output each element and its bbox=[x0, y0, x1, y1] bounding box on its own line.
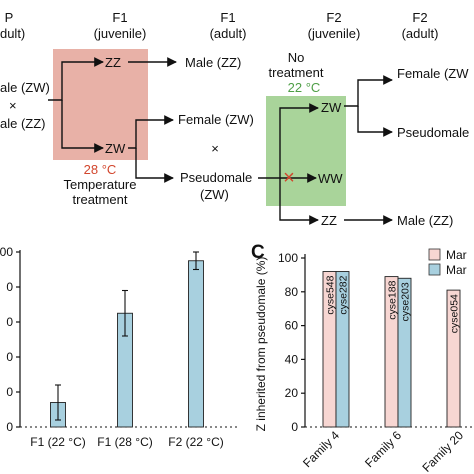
f2-juvenile-zw: ZW bbox=[321, 100, 342, 115]
f1-adult-pseudomale: Pseudomale bbox=[180, 170, 252, 185]
chart-c-bar-group: cyse282 bbox=[335, 271, 350, 428]
f1-juvenile-zz: ZZ bbox=[105, 55, 121, 70]
legend-label-1: Mar bbox=[446, 248, 467, 262]
f2-adult-male: Male (ZZ) bbox=[397, 213, 453, 228]
header-p-gen: P bbox=[5, 10, 14, 25]
header-f1-juv-gen: F1 bbox=[112, 10, 127, 25]
f2-juvenile-ww: WW bbox=[318, 171, 343, 186]
chart-c-y-label: Z inherited from pseudomale (%) bbox=[254, 257, 268, 432]
legend-swatch-2 bbox=[428, 263, 441, 276]
chart-b-bar bbox=[188, 260, 204, 428]
chart-c-marker-label: cyse282 bbox=[338, 275, 350, 314]
f1-juvenile-zw: ZW bbox=[105, 141, 126, 156]
lethal-cross-mark: × bbox=[283, 167, 295, 189]
header-f1-juv-stage: (juvenile) bbox=[94, 26, 147, 41]
header-f2-juv-gen: F2 bbox=[326, 10, 341, 25]
no-treatment-label-1: No bbox=[288, 50, 305, 65]
chart-c-x-label: Family 4 bbox=[300, 428, 342, 470]
header-f2-juv-stage: (juvenile) bbox=[308, 26, 361, 41]
chart-b-y-tick-label: 0 bbox=[6, 315, 13, 329]
arrow-zw-to-female bbox=[128, 115, 174, 149]
arrow-to-f2-pseudomale bbox=[357, 106, 393, 137]
f1-adult-female: Female (ZW) bbox=[178, 112, 254, 127]
f2-adult-pseudomale: Pseudomale bbox=[397, 125, 469, 140]
arrow-zw-to-pseudomale bbox=[135, 148, 174, 183]
chart-c-y-tick-label: 100 bbox=[278, 251, 298, 265]
f2-juvenile-zz: ZZ bbox=[321, 213, 337, 228]
f2-adult-female: Female (ZW bbox=[397, 66, 469, 81]
chart-b-x-label: F1 (28 °C) bbox=[97, 435, 152, 449]
panel-label-c: C bbox=[251, 242, 265, 263]
chart-c-y-tick-label: 60 bbox=[285, 319, 299, 333]
f1-adult-cross: × bbox=[211, 141, 219, 156]
chart-b-y-tick-label: 0 bbox=[6, 385, 13, 399]
header-f2-adult-gen: F2 bbox=[412, 10, 427, 25]
chart-b-y-tick-label: 00 bbox=[0, 245, 13, 259]
temperature-treatment-box bbox=[53, 49, 148, 160]
treatment-label-1: Temperature bbox=[64, 177, 137, 192]
chart-b-y-tick-label: 0 bbox=[6, 420, 13, 434]
arrow-to-zz bbox=[48, 57, 104, 101]
chart-c-y-tick-label: 20 bbox=[285, 386, 299, 400]
chart-c-y-tick-label: 80 bbox=[285, 285, 299, 299]
chart-c-marker-label: cyse548 bbox=[325, 275, 337, 314]
parent-cross: × bbox=[9, 98, 17, 113]
chart-c-bar bbox=[446, 289, 461, 428]
header-f1-adult-stage: (adult) bbox=[210, 26, 247, 41]
crossing-diagram: P adult) F1 (juvenile) F1 (adult) F2 (ju… bbox=[0, 10, 469, 228]
chart-c-x-label: Family 6 bbox=[362, 428, 404, 470]
chart-b-x-label: F1 (22 °C) bbox=[30, 435, 85, 449]
header-p-stage: adult) bbox=[0, 26, 25, 41]
chart-c-x-label: Family 20 bbox=[419, 428, 466, 474]
arrow-to-zw bbox=[61, 100, 104, 153]
arrow-to-f2-zw bbox=[258, 103, 319, 179]
chart-c-bar-group: cyse054 bbox=[446, 289, 461, 428]
chart-b-y-tick-label: 0 bbox=[6, 350, 13, 364]
chart-c-y-tick-label: 40 bbox=[285, 352, 299, 366]
chart-c-bar-group: cyse548 bbox=[322, 271, 337, 428]
chart-c-y-tick-label: 0 bbox=[291, 420, 298, 434]
arrow-to-f2-zz bbox=[279, 178, 319, 225]
header-f1-adult-gen: F1 bbox=[220, 10, 235, 25]
parent-female: ale (ZW) bbox=[0, 80, 50, 95]
chart-b-x-label: F2 (22 °C) bbox=[168, 435, 223, 449]
parent-male: ale (ZZ) bbox=[0, 116, 46, 131]
legend-label-2: Mar bbox=[446, 263, 467, 277]
no-treatment-label-2: treatment bbox=[269, 65, 324, 80]
chart-c: C Z inherited from pseudomale (%) 100 80 6… bbox=[251, 242, 474, 474]
chart-c-marker-label: cyse054 bbox=[449, 294, 461, 333]
chart-b-y-tick-label: 0 bbox=[6, 280, 13, 294]
header-f2-adult-stage: (adult) bbox=[402, 26, 439, 41]
chart-c-bar-group: cyse188 bbox=[384, 276, 399, 428]
chart-c-bar-group: cyse203 bbox=[397, 277, 412, 428]
arrow-to-f2-female bbox=[344, 75, 393, 107]
chart-c-bar bbox=[335, 271, 350, 428]
chart-c-bar bbox=[397, 277, 412, 428]
chart-c-marker-label: cyse188 bbox=[387, 280, 399, 319]
chart-c-marker-label: cyse203 bbox=[400, 282, 412, 321]
f1-adult-pseudomale-genotype: (ZW) bbox=[200, 187, 229, 202]
legend-swatch-1 bbox=[428, 248, 441, 261]
treatment-label-2: treatment bbox=[73, 192, 128, 207]
no-treatment-temperature: 22 °C bbox=[288, 80, 321, 95]
f1-adult-male: Male (ZZ) bbox=[185, 55, 241, 70]
treatment-temperature: 28 °C bbox=[84, 162, 117, 177]
